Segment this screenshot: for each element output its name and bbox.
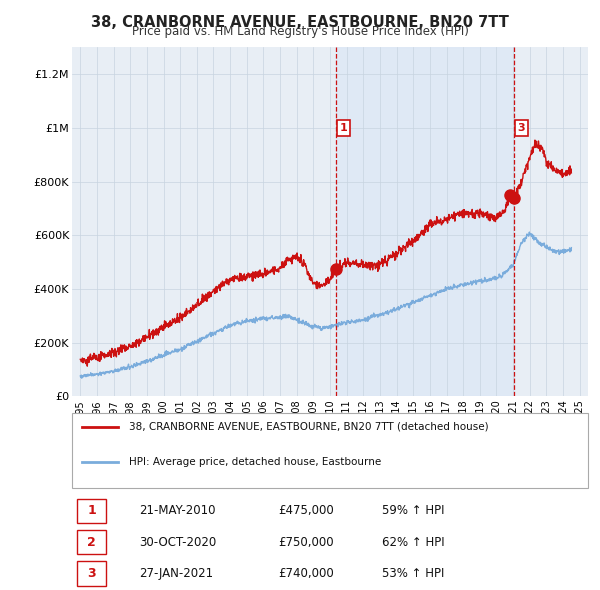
Text: 1: 1 — [340, 123, 347, 133]
Text: £475,000: £475,000 — [278, 504, 334, 517]
Text: £750,000: £750,000 — [278, 536, 334, 549]
FancyBboxPatch shape — [77, 499, 106, 523]
FancyBboxPatch shape — [72, 413, 588, 488]
FancyBboxPatch shape — [77, 562, 106, 586]
Bar — [337, 47, 514, 396]
Text: 1: 1 — [87, 504, 96, 517]
Text: 21-MAY-2010: 21-MAY-2010 — [139, 504, 215, 517]
Text: 62% ↑ HPI: 62% ↑ HPI — [382, 536, 444, 549]
Text: 3: 3 — [87, 567, 96, 580]
Text: 30-OCT-2020: 30-OCT-2020 — [139, 536, 217, 549]
Text: 38, CRANBORNE AVENUE, EASTBOURNE, BN20 7TT (detached house): 38, CRANBORNE AVENUE, EASTBOURNE, BN20 7… — [129, 422, 488, 432]
Text: £740,000: £740,000 — [278, 567, 334, 580]
Text: 38, CRANBORNE AVENUE, EASTBOURNE, BN20 7TT: 38, CRANBORNE AVENUE, EASTBOURNE, BN20 7… — [91, 15, 509, 30]
Text: HPI: Average price, detached house, Eastbourne: HPI: Average price, detached house, East… — [129, 457, 381, 467]
Text: 3: 3 — [518, 123, 525, 133]
Text: 53% ↑ HPI: 53% ↑ HPI — [382, 567, 444, 580]
Text: 27-JAN-2021: 27-JAN-2021 — [139, 567, 213, 580]
Text: 2: 2 — [87, 536, 96, 549]
Text: 59% ↑ HPI: 59% ↑ HPI — [382, 504, 444, 517]
FancyBboxPatch shape — [77, 530, 106, 555]
Text: Price paid vs. HM Land Registry's House Price Index (HPI): Price paid vs. HM Land Registry's House … — [131, 25, 469, 38]
